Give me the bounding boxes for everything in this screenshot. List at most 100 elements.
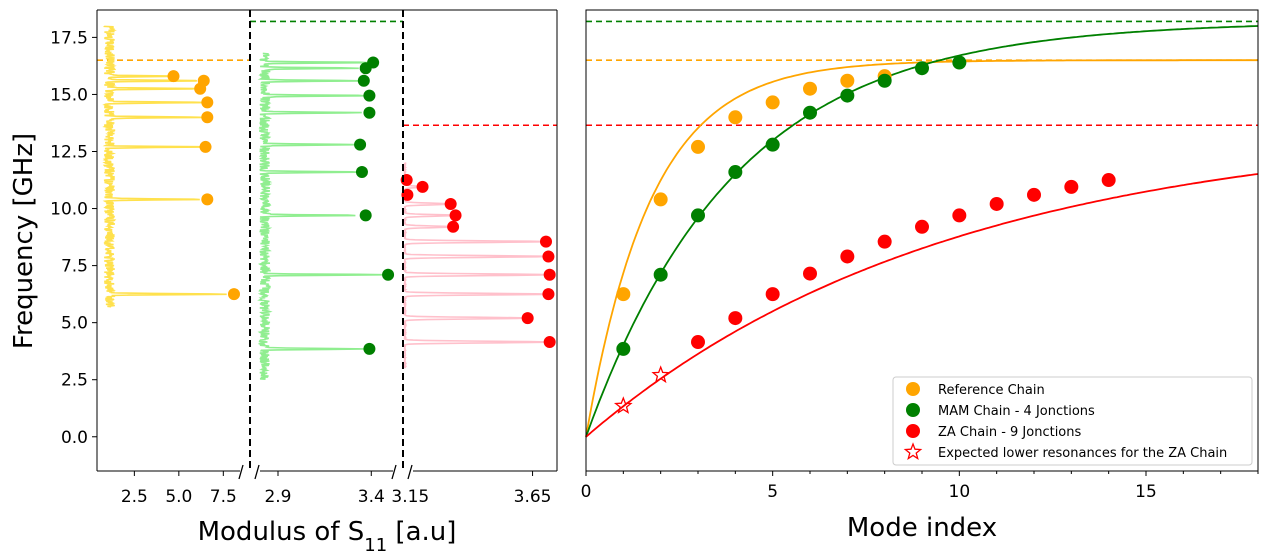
data-point-2-4 bbox=[728, 165, 743, 180]
data-point-3-10 bbox=[1027, 187, 1041, 202]
resonance-point-2-1 bbox=[363, 342, 376, 355]
data-point-1-4 bbox=[728, 110, 743, 125]
resonance-point-1-2 bbox=[201, 193, 214, 206]
resonance-point-1-3 bbox=[199, 140, 212, 153]
right-x-tick-label-3: 10 bbox=[949, 482, 971, 502]
y-tick-label-2: 2.5 bbox=[61, 371, 88, 391]
y-tick-label-3: 5.0 bbox=[61, 314, 88, 334]
x-tick-label-1-3: 7.5 bbox=[210, 487, 237, 507]
resonance-point-2-7 bbox=[363, 89, 376, 102]
data-point-2-7 bbox=[840, 88, 855, 103]
right-panel: 0 5 10 15 Mode index Reference Chain MAM Chain… bbox=[581, 9, 1259, 543]
resonance-point-2-5 bbox=[354, 138, 367, 151]
data-point-1-1 bbox=[616, 287, 631, 302]
y-tick-label-4: 7.5 bbox=[61, 257, 88, 277]
data-point-3-8 bbox=[952, 208, 967, 223]
y-tick-label-1: 0.0 bbox=[61, 428, 88, 448]
x-tick-label-3-2: 3.65 bbox=[514, 487, 552, 507]
resonance-point-1-5 bbox=[201, 96, 214, 109]
data-point-3-6 bbox=[877, 234, 892, 249]
resonance-point-3-11 bbox=[416, 180, 429, 193]
data-point-2-5 bbox=[765, 137, 780, 152]
data-point-2-9 bbox=[915, 61, 929, 76]
resonance-point-3-4 bbox=[543, 268, 556, 281]
x-tick-label-2-2: 3.4 bbox=[358, 487, 385, 507]
right-x-tick-label-4: 15 bbox=[1135, 482, 1157, 502]
data-point-3-11 bbox=[1064, 179, 1079, 194]
data-point-2-6 bbox=[803, 105, 817, 120]
data-point-1-6 bbox=[803, 81, 817, 96]
resonance-point-3-7 bbox=[447, 220, 460, 233]
x-axis-title: Modulus of S11 [a.u] bbox=[198, 517, 457, 556]
resonance-point-3-1 bbox=[543, 336, 556, 349]
data-point-3-5 bbox=[840, 249, 855, 264]
resonance-point-3-9 bbox=[444, 197, 457, 210]
resonance-point-1-1 bbox=[227, 288, 240, 301]
data-point-4-2 bbox=[651, 365, 671, 384]
trace-2 bbox=[257, 52, 392, 380]
resonance-point-2-6 bbox=[363, 106, 376, 119]
y-tick-label-8: 17.5 bbox=[50, 28, 88, 48]
data-point-2-1 bbox=[616, 341, 631, 356]
data-point-3-12 bbox=[1101, 173, 1116, 188]
data-point-3-2 bbox=[728, 311, 743, 326]
resonance-point-2-8 bbox=[357, 74, 370, 87]
break-mark-right-1 bbox=[254, 464, 260, 480]
legend-label-3: ZA Chain - 9 Jonctions bbox=[938, 425, 1082, 440]
legend-label-4: Expected lower resonances for the ZA Cha… bbox=[938, 446, 1227, 461]
resonance-point-2-10 bbox=[367, 56, 380, 69]
resonance-point-3-5 bbox=[542, 250, 555, 263]
fit-curve-3 bbox=[585, 173, 1259, 438]
data-point-2-10 bbox=[952, 55, 967, 70]
trace-1 bbox=[102, 25, 227, 308]
resonance-point-3-2 bbox=[521, 312, 534, 325]
legend: Reference Chain MAM Chain - 4 Jonctions ZA… bbox=[892, 376, 1253, 466]
resonance-point-3-10 bbox=[401, 188, 414, 201]
resonance-point-1-8 bbox=[167, 70, 180, 83]
x-tick-label-1-1: 2.5 bbox=[121, 487, 148, 507]
data-point-1-7 bbox=[840, 73, 855, 88]
resonance-point-1-7 bbox=[197, 74, 210, 87]
break-mark-left-2 bbox=[391, 464, 397, 480]
y-axis-title: Frequency [GHz] bbox=[9, 133, 39, 349]
data-point-1-5 bbox=[765, 95, 780, 110]
resonance-point-3-8 bbox=[449, 209, 462, 222]
legend-label-1: Reference Chain bbox=[938, 383, 1045, 398]
data-point-3-1 bbox=[691, 335, 705, 350]
y-tick-label-5: 10.0 bbox=[50, 200, 88, 220]
y-tick-label-7: 15.0 bbox=[50, 85, 88, 105]
y-tick-label-6: 12.5 bbox=[50, 142, 88, 162]
data-point-4-1 bbox=[613, 396, 633, 414]
data-point-1-3 bbox=[691, 139, 705, 154]
break-mark-left-1 bbox=[238, 464, 244, 480]
trace-3 bbox=[402, 162, 550, 369]
right-x-tick-label-1: 0 bbox=[581, 482, 592, 502]
legend-box bbox=[892, 376, 1253, 466]
right-x-tick-label-2: 5 bbox=[767, 482, 778, 502]
data-point-3-3 bbox=[765, 287, 780, 302]
data-point-2-3 bbox=[691, 208, 705, 223]
resonance-point-3-6 bbox=[540, 235, 552, 248]
legend-marker-3 bbox=[906, 424, 920, 438]
x-tick-label-3-1: 3.15 bbox=[391, 487, 429, 507]
resonance-point-3-3 bbox=[542, 288, 555, 301]
legend-marker-2 bbox=[906, 403, 920, 417]
resonance-point-2-4 bbox=[355, 166, 368, 179]
data-point-3-4 bbox=[803, 266, 817, 281]
resonance-point-1-4 bbox=[201, 111, 214, 124]
right-x-axis-title: Mode index bbox=[847, 513, 997, 543]
legend-marker-1 bbox=[906, 382, 920, 396]
data-point-3-9 bbox=[989, 196, 1004, 211]
legend-label-2: MAM Chain - 4 Jonctions bbox=[938, 404, 1095, 419]
data-point-3-7 bbox=[915, 219, 929, 234]
data-point-2-8 bbox=[877, 73, 892, 88]
data-point-2-2 bbox=[653, 267, 668, 282]
x-tick-label-2-1: 2.9 bbox=[264, 487, 291, 507]
legend-marker-4 bbox=[903, 442, 923, 460]
left-panel: 2.5 5.0 7.5 2.9 3.4 3.15 3.65 0.0 2.5 5.0 7.5 10.0 1… bbox=[9, 9, 558, 556]
x-tick-label-1-2: 5.0 bbox=[165, 487, 192, 507]
resonance-point-2-2 bbox=[382, 268, 395, 281]
resonance-point-2-3 bbox=[359, 209, 372, 222]
break-mark-right-2 bbox=[407, 464, 413, 480]
